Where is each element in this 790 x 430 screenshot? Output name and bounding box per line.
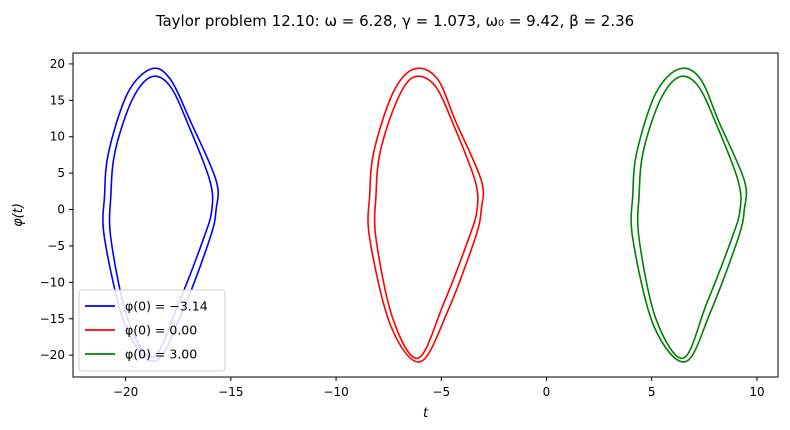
x-tick-label: −15 bbox=[218, 385, 243, 399]
legend-box bbox=[78, 289, 226, 372]
x-tick-label: 10 bbox=[749, 385, 764, 399]
y-tick-label: 20 bbox=[50, 57, 65, 71]
y-tick-label: 15 bbox=[50, 93, 65, 107]
y-axis-label: φ(t) bbox=[11, 203, 26, 227]
y-tick-label: 5 bbox=[57, 166, 65, 180]
x-tick-label: 0 bbox=[543, 385, 551, 399]
x-axis: −20 −15 −10 −5 0 5 10 bbox=[113, 377, 765, 399]
y-tick-label: 10 bbox=[50, 130, 65, 144]
x-tick-label: −10 bbox=[323, 385, 348, 399]
plot-frame bbox=[72, 52, 779, 378]
series-line bbox=[373, 75, 479, 359]
series-1 bbox=[367, 67, 485, 363]
x-tick-label: −5 bbox=[432, 385, 450, 399]
series-2 bbox=[630, 67, 748, 363]
legend-label: φ(0) = 0.00 bbox=[125, 323, 197, 338]
series-line bbox=[636, 75, 742, 359]
series-layer bbox=[102, 67, 748, 363]
x-tick-label: 5 bbox=[648, 385, 656, 399]
chart-title: Taylor problem 12.10: ω = 6.28, γ = 1.07… bbox=[155, 12, 634, 30]
y-tick-label: −10 bbox=[40, 275, 65, 289]
y-tick-label: 0 bbox=[57, 203, 65, 217]
y-tick-label: −5 bbox=[47, 239, 65, 253]
x-tick-label: −20 bbox=[113, 385, 138, 399]
y-axis: 20 15 10 5 0 −5 −10 −15 −20 bbox=[40, 57, 73, 362]
y-tick-label: −15 bbox=[40, 312, 65, 326]
x-axis-label: t bbox=[423, 406, 429, 421]
y-tick-label: −20 bbox=[40, 348, 65, 362]
series-line bbox=[630, 67, 748, 363]
series-line bbox=[367, 67, 485, 363]
legend-label: φ(0) = −3.14 bbox=[125, 299, 208, 314]
legend-label: φ(0) = 3.00 bbox=[125, 347, 197, 362]
legend: φ(0) = −3.14 φ(0) = 0.00 φ(0) = 3.00 bbox=[78, 289, 226, 372]
